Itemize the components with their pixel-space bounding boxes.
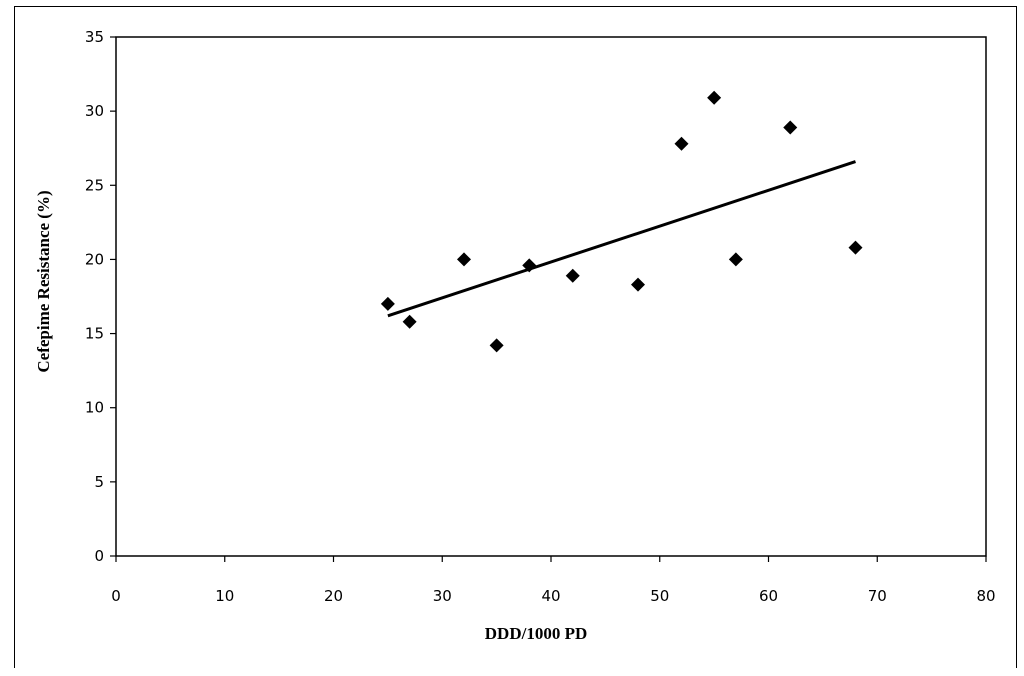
y-tick-label: 25: [85, 176, 104, 194]
data-point: [728, 252, 743, 267]
data-point: [402, 314, 417, 329]
y-tick-label: 30: [85, 102, 104, 120]
data-point: [783, 120, 798, 135]
plot-area: [115, 36, 987, 557]
data-point: [707, 90, 722, 105]
y-tick-label: 0: [94, 547, 104, 565]
x-tick-label: 30: [433, 587, 452, 605]
data-point: [631, 277, 645, 292]
y-tick-label: 15: [85, 325, 104, 343]
x-tick-label: 40: [541, 587, 560, 605]
data-point: [522, 258, 537, 273]
data-point: [674, 136, 689, 151]
data-points: [380, 90, 863, 353]
y-tick-label: 35: [85, 28, 104, 46]
x-axis-tick-labels: 0 10 20 30 40 50 60 70 80: [111, 587, 995, 605]
data-point: [489, 338, 504, 353]
y-axis-tick-labels: 0 5 10 15 20 25 30 35: [85, 28, 104, 565]
data-point: [457, 252, 471, 267]
x-tick-label: 50: [650, 587, 669, 605]
x-tick-label: 20: [324, 587, 343, 605]
y-axis-title: Cefepime Resistance (%): [34, 190, 53, 372]
chart-frame: [14, 6, 1017, 668]
x-axis-title: DDD/1000 PD: [485, 624, 587, 643]
x-tick-label: 70: [868, 587, 887, 605]
y-tick-label: 5: [94, 473, 104, 491]
y-axis-ticks: [110, 36, 116, 557]
x-axis-ticks: [115, 556, 987, 562]
data-point: [565, 268, 580, 283]
x-tick-label: 10: [215, 587, 234, 605]
y-tick-label: 20: [85, 250, 104, 268]
plot-border: [115, 36, 987, 557]
x-tick-label: 60: [759, 587, 778, 605]
x-tick-label: 80: [976, 587, 995, 605]
trendline: [387, 160, 856, 318]
y-tick-label: 10: [85, 399, 104, 417]
data-point: [848, 240, 863, 255]
x-tick-label: 0: [111, 587, 121, 605]
data-point: [380, 296, 395, 311]
